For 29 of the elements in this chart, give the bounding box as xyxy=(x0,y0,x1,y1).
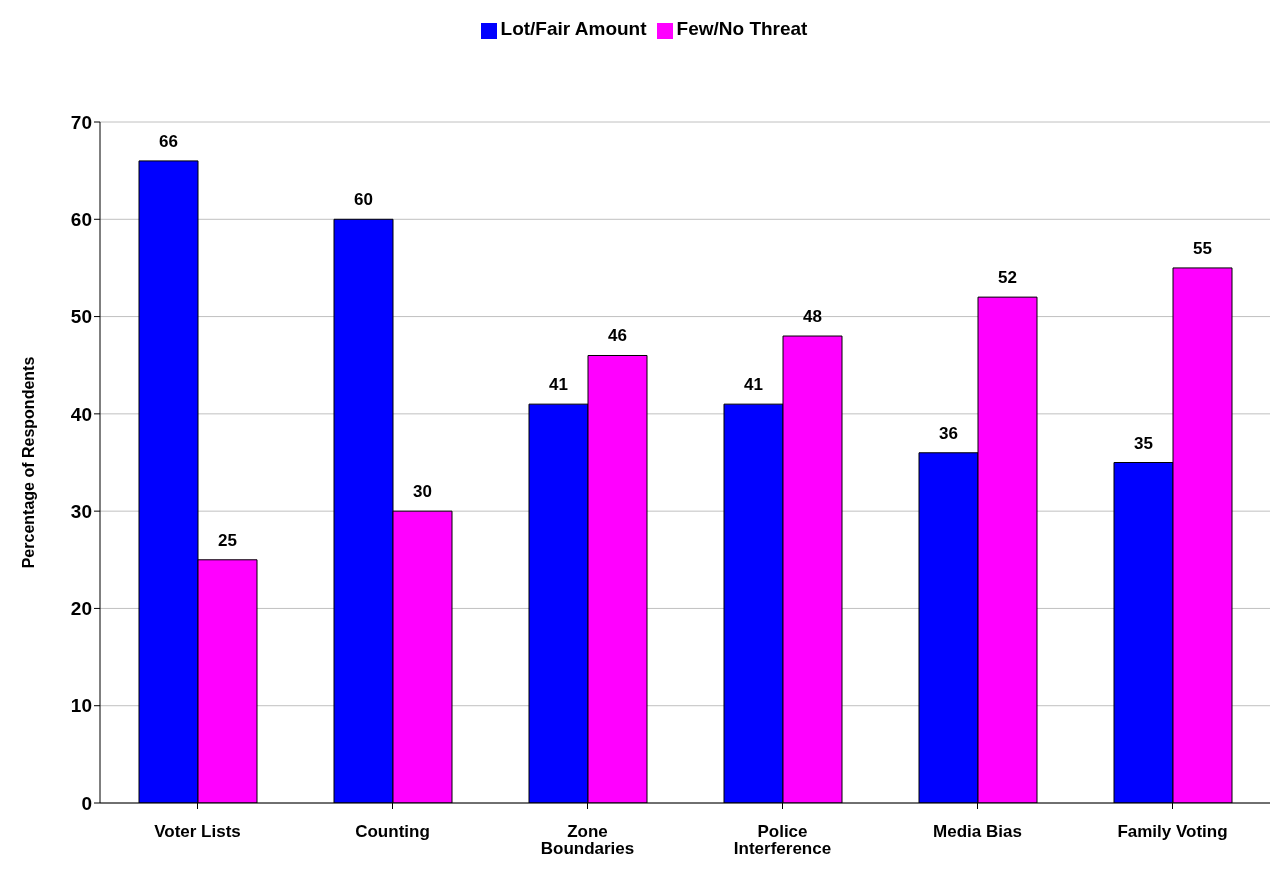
y-tick-label: 0 xyxy=(81,792,92,814)
y-tick-label: 30 xyxy=(70,500,92,522)
y-tick-label: 50 xyxy=(70,306,92,328)
data-label: 55 xyxy=(1193,238,1212,258)
data-label: 60 xyxy=(354,190,373,210)
y-tick-label: 10 xyxy=(70,695,92,717)
x-tick-label: Police Interference xyxy=(733,822,832,859)
data-label: 46 xyxy=(608,326,627,346)
data-label: 36 xyxy=(939,423,958,443)
y-tick-label: 20 xyxy=(70,598,92,620)
legend-label: Few/No Threat xyxy=(676,18,808,39)
y-tick-label: 40 xyxy=(70,403,92,425)
data-label: 30 xyxy=(413,482,432,502)
y-axis-title: Percentage of Respondents xyxy=(19,356,37,569)
x-tick-label: Family Voting xyxy=(1117,822,1228,842)
data-label: 52 xyxy=(998,268,1017,288)
y-tick-label: 60 xyxy=(70,209,92,231)
x-tick-label: Counting xyxy=(355,822,430,842)
data-label: 48 xyxy=(803,307,822,327)
data-label: 41 xyxy=(549,375,568,395)
legend-label: Lot/Fair Amount xyxy=(500,18,647,39)
y-tick-label: 70 xyxy=(70,111,92,133)
x-tick-label: Zone Boundaries xyxy=(540,822,635,859)
x-tick-label: Voter Lists xyxy=(154,822,241,842)
data-label: 66 xyxy=(159,131,178,151)
data-label: 35 xyxy=(1134,433,1153,453)
data-label: 25 xyxy=(218,530,237,550)
x-tick-label: Media Bias xyxy=(933,822,1022,842)
data-label: 41 xyxy=(744,375,763,395)
